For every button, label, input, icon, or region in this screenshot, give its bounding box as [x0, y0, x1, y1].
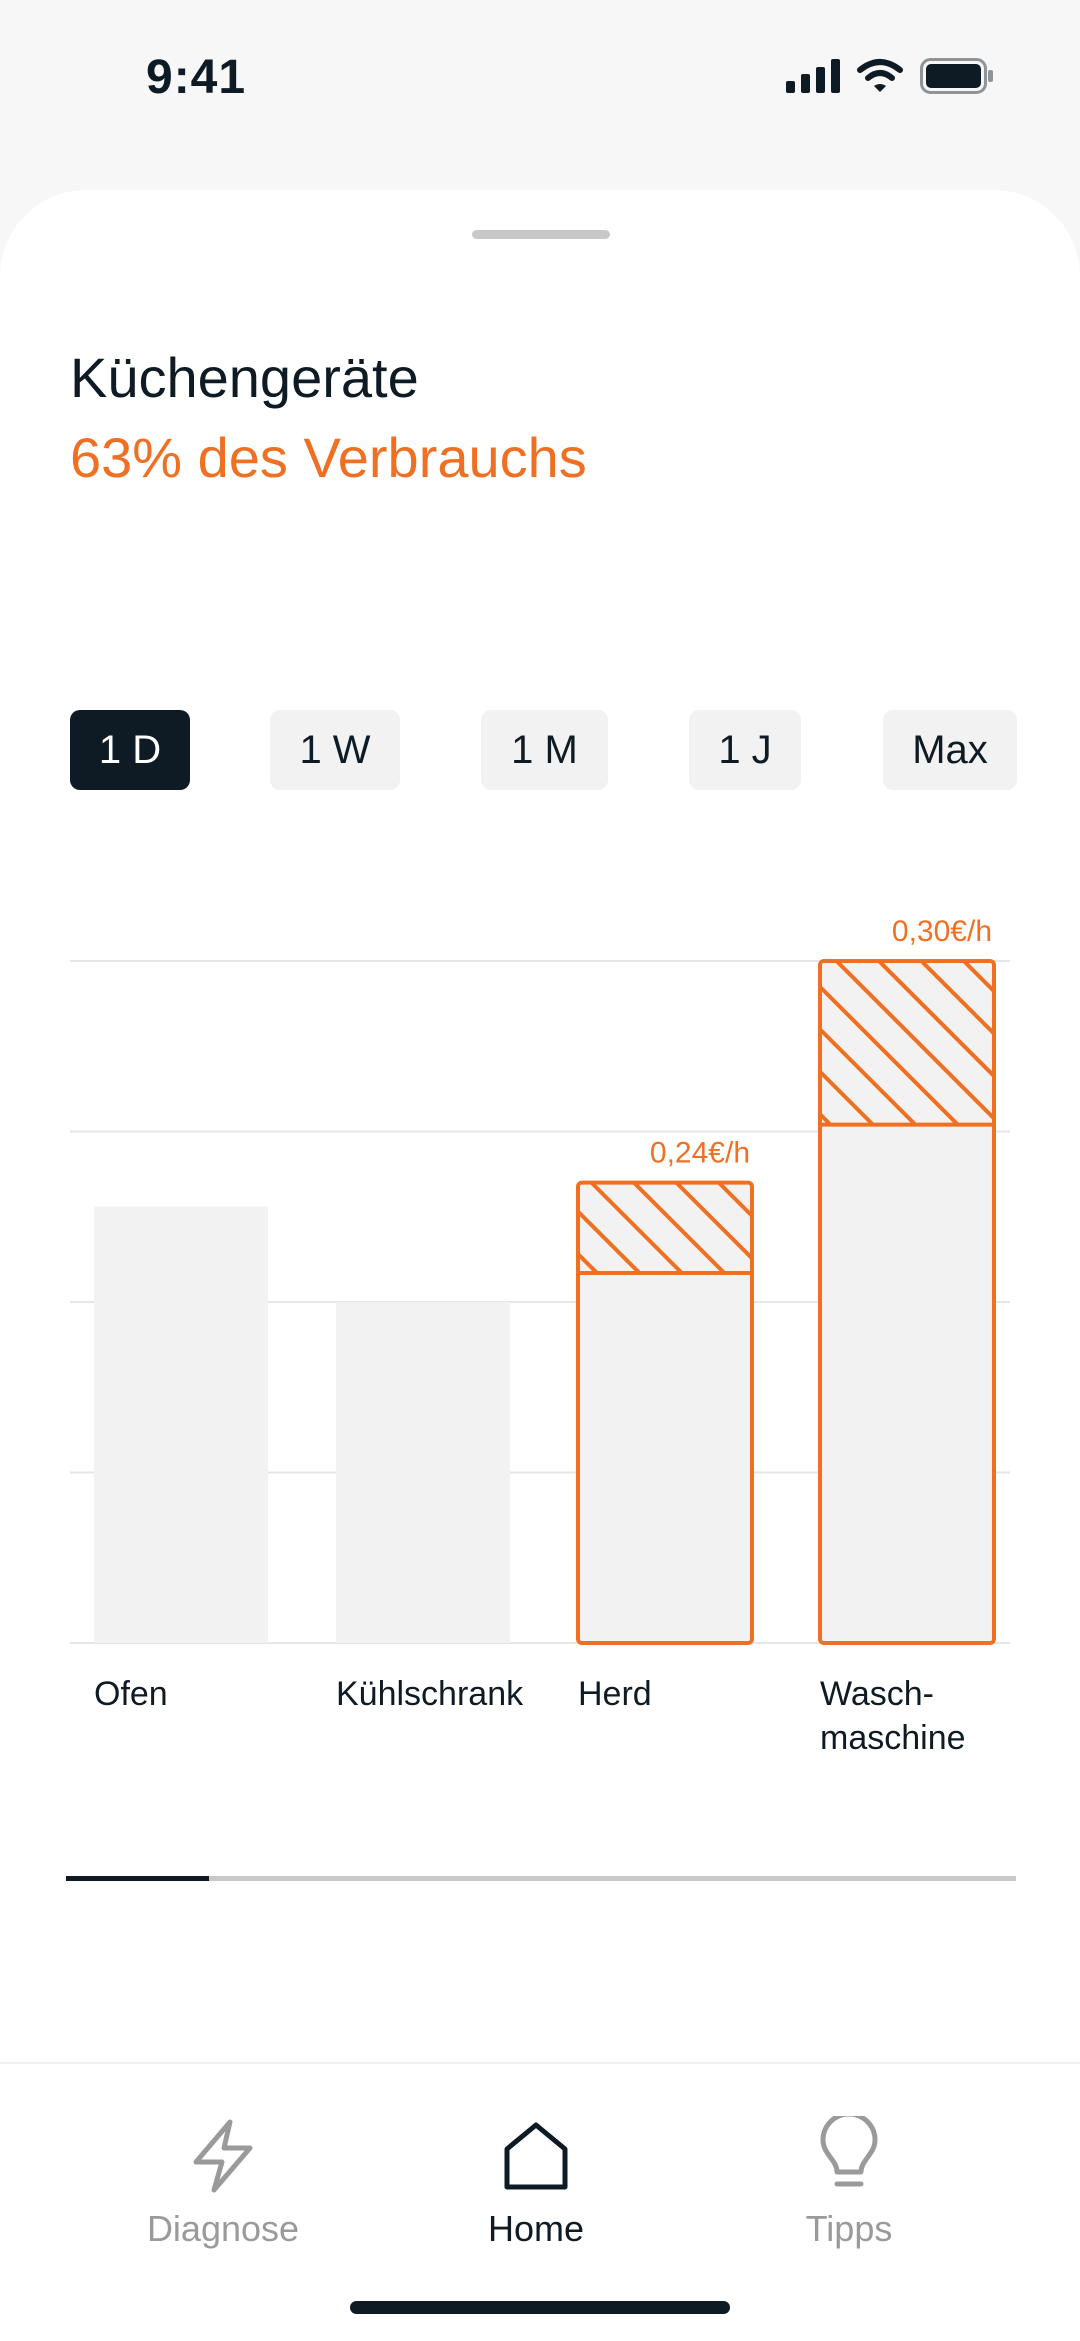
bar-base[interactable]: [578, 1273, 752, 1643]
bar-outline: [576, 1180, 754, 1646]
wifi-icon: [857, 59, 903, 92]
lightning-icon: [188, 2116, 258, 2196]
tab-home-label: Home: [487, 2208, 585, 2249]
consumption-share: 63% des Verbrauchs: [70, 426, 587, 489]
bar-base[interactable]: [820, 1124, 994, 1643]
bar-extra[interactable]: [578, 1182, 752, 1274]
bar-outline: [818, 959, 996, 1645]
period-1m-button[interactable]: 1 M: [481, 710, 608, 790]
battery-icon: [920, 58, 993, 94]
category-label: Wasch-: [820, 1675, 934, 1713]
bar-base[interactable]: [336, 1302, 510, 1643]
sheet-grabber[interactable]: [472, 230, 610, 239]
period-1d-button[interactable]: 1 D: [70, 710, 190, 790]
tab-bar: Diagnose Home Tipps: [0, 2062, 1080, 2341]
scroll-progress: [66, 1876, 1016, 1881]
bar-extra[interactable]: [820, 961, 994, 1125]
status-time: 9:41: [146, 51, 247, 104]
bar-base[interactable]: [94, 1206, 268, 1643]
tab-tipps-label: Tipps: [805, 2208, 893, 2249]
home-indicator: [350, 2301, 730, 2314]
scroll-progress-fill: [66, 1876, 209, 1881]
home-icon: [501, 2116, 571, 2196]
period-1w-button[interactable]: 1 W: [270, 710, 400, 790]
category-label: Herd: [578, 1675, 652, 1713]
category-label: maschine: [820, 1719, 966, 1757]
category-label: Kühlschrank: [336, 1675, 524, 1713]
tab-home[interactable]: Home: [386, 2064, 686, 2284]
signal-icon: [786, 59, 840, 93]
lightbulb-icon: [817, 2116, 881, 2196]
period-max-button[interactable]: Max: [883, 710, 1017, 790]
period-selector: 1 D 1 W 1 M 1 J Max: [0, 710, 1080, 790]
status-icons: [786, 58, 994, 94]
bar-data-label: 0,30€/h: [892, 915, 992, 948]
page-title: Küchengeräte: [70, 346, 419, 409]
category-label: Ofen: [94, 1675, 168, 1713]
status-bar: 9:41: [0, 0, 1080, 160]
tab-diagnose[interactable]: Diagnose: [73, 2064, 373, 2284]
tab-diagnose-label: Diagnose: [146, 2208, 300, 2249]
bar-data-label: 0,24€/h: [650, 1137, 750, 1170]
tab-tipps[interactable]: Tipps: [699, 2064, 999, 2284]
period-1j-button[interactable]: 1 J: [689, 710, 801, 790]
